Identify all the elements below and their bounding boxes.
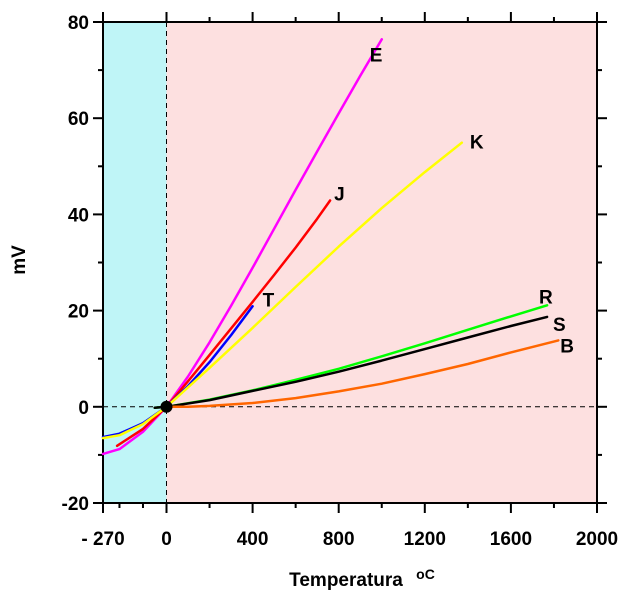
y-tick-label: 20 — [68, 302, 89, 323]
series-line-J — [115, 199, 332, 448]
x-tick-label: 1200 — [404, 529, 446, 550]
series-line-K — [101, 141, 464, 440]
series-label-K: K — [470, 133, 484, 154]
series-label-B: B — [560, 336, 574, 357]
series-line-S — [153, 315, 549, 410]
x-tick-label: 0 — [161, 529, 172, 550]
origin-point — [160, 400, 173, 413]
series-label-S: S — [553, 315, 566, 336]
series-label-E: E — [370, 45, 383, 66]
series-label-R: R — [539, 287, 553, 308]
chart-regions — [103, 22, 597, 503]
x-tick-label: 400 — [237, 529, 269, 550]
x-tick-label: 1600 — [490, 529, 532, 550]
series-line-E — [101, 38, 384, 456]
x-tick-label: 2000 — [576, 529, 618, 550]
x-axis-title: Temperatura oC — [289, 566, 435, 591]
y-tick-label: -20 — [62, 494, 89, 515]
y-tick-label: 80 — [68, 13, 89, 34]
series-label-J: J — [334, 184, 345, 205]
y-axis-title: mV — [9, 245, 30, 275]
tick-labels: - 270 0 400 800 1200 1600 2000 -20 0 20 40 60 80 — [62, 13, 619, 550]
origin-marker — [160, 400, 173, 413]
series-labels: E J T K RSB — [263, 45, 574, 357]
region-1 — [166, 22, 597, 503]
x-tick-label: 800 — [323, 529, 355, 550]
y-tick-label: 40 — [68, 205, 89, 226]
series-lines — [101, 38, 560, 456]
y-tick-label: 60 — [68, 109, 89, 130]
region-0 — [103, 22, 167, 503]
axis-ticks — [93, 12, 607, 513]
series-line-B — [165, 339, 560, 409]
x-tick-label: - 270 — [81, 529, 124, 550]
y-tick-label: 0 — [78, 398, 89, 419]
series-label-T: T — [263, 290, 275, 311]
